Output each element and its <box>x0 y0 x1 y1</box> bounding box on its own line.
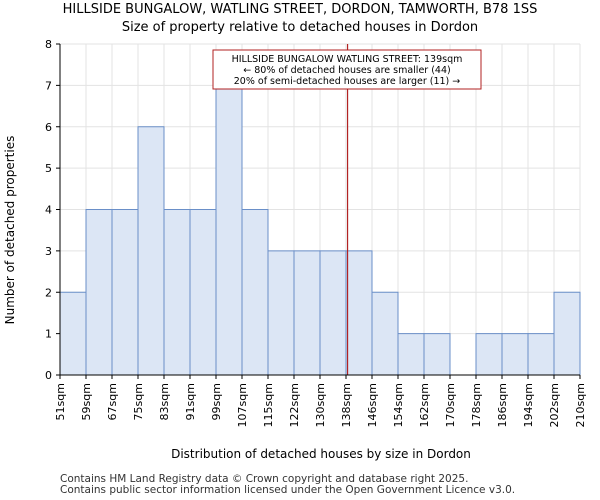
x-tick-label: 67sqm <box>106 383 119 420</box>
footer-licence: Contains public sector information licen… <box>60 484 516 496</box>
histogram-bar <box>527 333 555 376</box>
histogram-bar <box>423 333 451 376</box>
histogram-bar <box>267 250 295 376</box>
chart-title: HILLSIDE BUNGALOW, WATLING STREET, DORDO… <box>62 2 538 17</box>
x-tick-label: 178sqm <box>470 383 483 427</box>
x-tick-label: 186sqm <box>496 383 509 427</box>
histogram-bar <box>137 126 165 376</box>
y-tick-label: 4 <box>45 204 52 217</box>
x-tick-label: 91sqm <box>184 383 197 420</box>
x-tick-label: 154sqm <box>392 383 405 427</box>
histogram-bar <box>319 250 347 376</box>
histogram-bar <box>501 333 529 376</box>
histogram-bar <box>475 333 503 376</box>
annotation-line-3: 20% of semi-detached houses are larger (… <box>234 76 461 87</box>
x-tick-label: 99sqm <box>210 383 223 420</box>
histogram-bar <box>111 209 139 376</box>
x-tick-label: 170sqm <box>444 383 457 427</box>
x-tick-label: 210sqm <box>574 383 587 427</box>
x-tick-label: 122sqm <box>288 383 301 427</box>
x-tick-label: 59sqm <box>80 383 93 420</box>
histogram-bar <box>85 209 113 376</box>
histogram-bar <box>215 84 243 376</box>
y-tick-label: 2 <box>45 286 52 299</box>
y-tick-label: 7 <box>45 79 52 92</box>
histogram-bar <box>241 209 269 376</box>
y-axis-label: Number of detached properties <box>3 136 17 325</box>
y-tick-label: 0 <box>45 369 52 382</box>
histogram-bar <box>371 291 399 376</box>
x-tick-label: 115sqm <box>262 383 275 427</box>
y-tick-label: 1 <box>45 328 52 341</box>
x-tick-label: 194sqm <box>522 383 535 427</box>
annotation-line-2: ← 80% of detached houses are smaller (44… <box>243 65 450 76</box>
y-tick-label: 5 <box>45 162 52 175</box>
x-tick-label: 75sqm <box>132 383 145 420</box>
x-tick-label: 130sqm <box>314 383 327 427</box>
x-tick-label: 83sqm <box>158 383 171 420</box>
histogram-bar <box>163 209 191 376</box>
x-tick-label: 51sqm <box>54 383 67 420</box>
histogram-bar <box>189 209 217 376</box>
marker-annotation: HILLSIDE BUNGALOW WATLING STREET: 139sqm… <box>212 49 482 90</box>
y-tick-label: 6 <box>45 121 52 134</box>
x-tick-label: 107sqm <box>236 383 249 427</box>
x-axis-label: Distribution of detached houses by size … <box>171 447 471 461</box>
histogram-bar <box>553 291 581 376</box>
histogram-bar <box>345 250 373 376</box>
chart-subtitle: Size of property relative to detached ho… <box>121 20 479 35</box>
annotation-line-1: HILLSIDE BUNGALOW WATLING STREET: 139sqm <box>232 54 463 65</box>
histogram-bar <box>293 250 321 376</box>
x-tick-label: 138sqm <box>340 383 353 427</box>
histogram-bar <box>397 333 425 376</box>
x-tick-label: 202sqm <box>548 383 561 427</box>
y-tick-label: 8 <box>45 38 52 51</box>
y-tick-label: 3 <box>45 245 52 258</box>
histogram-bar <box>59 291 87 376</box>
x-tick-label: 146sqm <box>366 383 379 427</box>
footer-copyright: Contains HM Land Registry data © Crown c… <box>60 473 469 485</box>
x-tick-label: 162sqm <box>418 383 431 427</box>
